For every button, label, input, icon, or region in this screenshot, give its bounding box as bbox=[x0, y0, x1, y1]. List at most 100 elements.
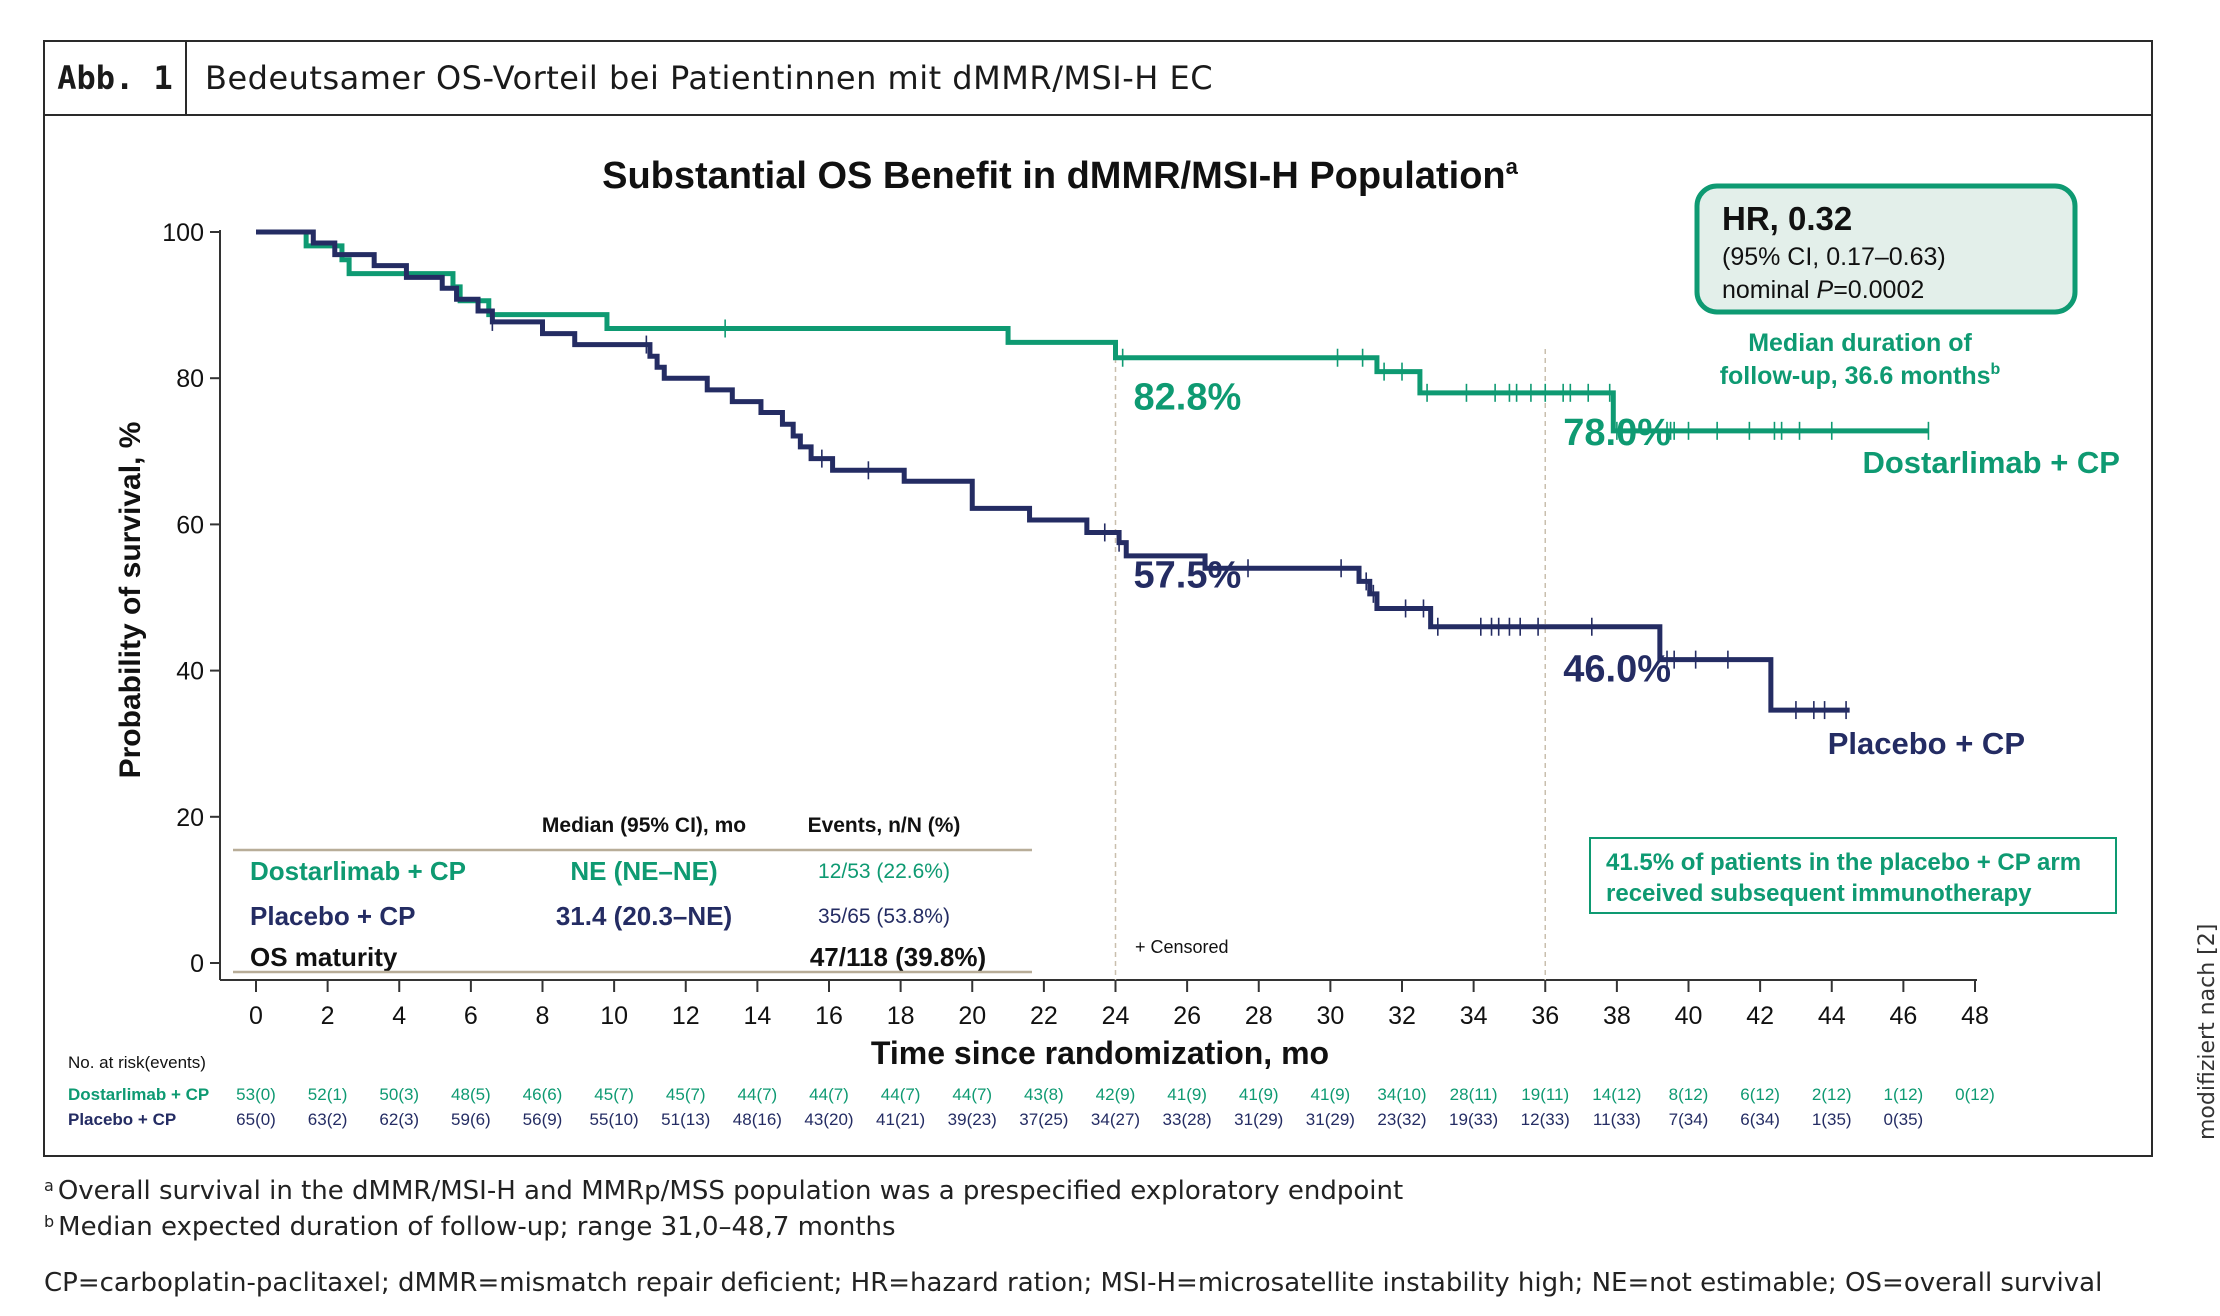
summary-header-median: Median (95% CI), mo bbox=[542, 814, 746, 837]
x-tick-label: 46 bbox=[1889, 1002, 1917, 1030]
x-tick-label: 16 bbox=[815, 1002, 843, 1030]
risk-cell: 62(3) bbox=[379, 1110, 419, 1129]
x-tick-label: 34 bbox=[1460, 1002, 1488, 1030]
followup-line2: follow-up, 36.6 monthsb bbox=[1720, 361, 2001, 390]
summary-table: Median (95% CI), mo Events, n/N (%) Dost… bbox=[233, 814, 1032, 974]
footnote-a: a Overall survival in the dMMR/MSI-H and … bbox=[44, 1176, 1404, 1206]
risk-row-label-placebo: Placebo + CP bbox=[68, 1110, 176, 1129]
y-tick-label: 40 bbox=[176, 658, 204, 686]
survival-curves bbox=[256, 229, 1930, 720]
risk-cell: 56(9) bbox=[523, 1110, 563, 1129]
summary-row-placebo-events: 35/65 (53.8%) bbox=[818, 905, 950, 928]
hr-ci: (95% CI, 0.17–0.63) bbox=[1722, 243, 1946, 271]
x-tick-label: 44 bbox=[1818, 1002, 1846, 1030]
summary-row-maturity-label: OS maturity bbox=[250, 942, 398, 972]
abbreviations: CP=carboplatin-paclitaxel; dMMR=mismatch… bbox=[44, 1268, 2103, 1298]
figure-label: Abb. 1 bbox=[45, 42, 187, 114]
risk-cell: 0(12) bbox=[1955, 1085, 1995, 1104]
x-tick-label: 2 bbox=[321, 1002, 335, 1030]
risk-cell: 46(6) bbox=[523, 1085, 563, 1104]
reference-lines bbox=[1114, 348, 1546, 980]
x-tick-label: 32 bbox=[1388, 1002, 1416, 1030]
risk-cell: 19(11) bbox=[1521, 1085, 1569, 1104]
axes: 0 20 40 60 80 100 0 2 4 6 8 10 12 14 16 18 20 22 24 26 28 30 3… bbox=[162, 219, 1989, 1030]
risk-cell: 42(9) bbox=[1096, 1085, 1136, 1104]
x-tick-label: 8 bbox=[536, 1002, 550, 1030]
risk-cell: 51(13) bbox=[661, 1110, 710, 1129]
risk-cell: 1(12) bbox=[1884, 1085, 1924, 1104]
risk-cell: 48(16) bbox=[733, 1110, 782, 1129]
x-tick-label: 18 bbox=[887, 1002, 915, 1030]
risk-cell: 19(33) bbox=[1449, 1110, 1498, 1129]
summary-row-placebo-arm: Placebo + CP bbox=[250, 901, 415, 931]
risk-cell: 2(12) bbox=[1812, 1085, 1852, 1104]
x-tick-label: 4 bbox=[392, 1002, 406, 1030]
footnote-b: b Median expected duration of follow-up; … bbox=[44, 1212, 896, 1242]
x-tick-label: 10 bbox=[600, 1002, 628, 1030]
subsequent-immunotherapy-box: 41.5% of patients in the placebo + CP ar… bbox=[1589, 837, 2117, 914]
figure-title: Bedeutsamer OS-Vorteil bei Patientinnen … bbox=[205, 59, 1214, 97]
y-axis-label: Probability of survival, % bbox=[114, 422, 147, 779]
risk-cell: 41(9) bbox=[1239, 1085, 1279, 1104]
summary-header-events: Events, n/N (%) bbox=[808, 814, 961, 837]
risk-cell: 14(12) bbox=[1592, 1085, 1641, 1104]
x-tick-label: 24 bbox=[1102, 1002, 1130, 1030]
risk-cell: 6(12) bbox=[1740, 1085, 1780, 1104]
curve-labels: 82.8% 78.0% Dostarlimab + CP 57.5% 46.0% Plac… bbox=[1134, 377, 2121, 761]
risk-cell: 8(12) bbox=[1669, 1085, 1709, 1104]
survival-rate-label: 82.8% bbox=[1134, 377, 1242, 419]
y-tick-label: 80 bbox=[176, 365, 204, 393]
risk-cell: 34(27) bbox=[1091, 1110, 1140, 1129]
risk-cell: 43(8) bbox=[1024, 1085, 1064, 1104]
risk-cell: 31(29) bbox=[1306, 1110, 1355, 1129]
risk-cell: 31(29) bbox=[1234, 1110, 1283, 1129]
hr-value: HR, 0.32 bbox=[1722, 200, 1852, 237]
x-tick-label: 30 bbox=[1316, 1002, 1344, 1030]
summary-row-maturity-events: 47/118 (39.8%) bbox=[810, 942, 986, 972]
chart-title-sup: a bbox=[1506, 154, 1519, 179]
risk-cell: 50(3) bbox=[379, 1085, 419, 1104]
x-tick-label: 48 bbox=[1961, 1002, 1989, 1030]
risk-row-label-dostarlimab: Dostarlimab + CP bbox=[68, 1085, 209, 1104]
x-tick-label: 28 bbox=[1245, 1002, 1273, 1030]
y-tick-label: 100 bbox=[162, 219, 204, 247]
x-tick-label: 20 bbox=[958, 1002, 986, 1030]
risk-cell: 1(35) bbox=[1812, 1110, 1852, 1129]
x-tick-label: 22 bbox=[1030, 1002, 1058, 1030]
x-tick-label: 0 bbox=[249, 1002, 263, 1030]
risk-cell: 63(2) bbox=[308, 1110, 348, 1129]
y-tick-label: 20 bbox=[176, 804, 204, 832]
survival-rate-label: 46.0% bbox=[1563, 649, 1671, 691]
risk-cell: 41(9) bbox=[1167, 1085, 1207, 1104]
summary-row-placebo-median: 31.4 (20.3–NE) bbox=[556, 901, 732, 931]
x-tick-label: 12 bbox=[672, 1002, 700, 1030]
x-tick-label: 40 bbox=[1675, 1002, 1703, 1030]
risk-cell: 11(33) bbox=[1593, 1110, 1641, 1129]
censored-legend: + Censored bbox=[1135, 937, 1229, 957]
survival-rate-label: 57.5% bbox=[1134, 554, 1242, 596]
curve-end-label: Placebo + CP bbox=[1828, 726, 2025, 761]
x-tick-label: 14 bbox=[743, 1002, 771, 1030]
subsequent-line1: 41.5% of patients in the placebo + CP ar… bbox=[1606, 849, 2081, 876]
survival-rate-label: 78.0% bbox=[1563, 412, 1671, 454]
curve-end-label: Dostarlimab + CP bbox=[1862, 445, 2120, 480]
risk-cell: 44(7) bbox=[881, 1085, 921, 1104]
y-tick-label: 60 bbox=[176, 511, 204, 539]
figure-frame: Abb. 1 Bedeutsamer OS-Vorteil bei Patien… bbox=[43, 40, 2153, 1157]
risk-cell: 12(33) bbox=[1521, 1110, 1570, 1129]
placebo-curve bbox=[256, 229, 1850, 713]
figure-header: Abb. 1 Bedeutsamer OS-Vorteil bei Patien… bbox=[45, 42, 2151, 116]
risk-cell: 37(25) bbox=[1019, 1110, 1068, 1129]
x-tick-label: 26 bbox=[1173, 1002, 1201, 1030]
followup-line1: Median duration of bbox=[1748, 329, 1972, 357]
followup-note: Median duration of follow-up, 36.6 month… bbox=[1720, 329, 2001, 390]
y-tick-label: 0 bbox=[190, 950, 204, 978]
risk-cell: 45(7) bbox=[666, 1085, 706, 1104]
risk-cell: 44(7) bbox=[809, 1085, 849, 1104]
risk-cell: 45(7) bbox=[594, 1085, 634, 1104]
risk-cell: 44(7) bbox=[738, 1085, 778, 1104]
risk-cell: 39(23) bbox=[948, 1110, 997, 1129]
source-note: modifiziert nach [2] bbox=[2195, 923, 2220, 1140]
risk-cell: 65(0) bbox=[236, 1110, 276, 1129]
